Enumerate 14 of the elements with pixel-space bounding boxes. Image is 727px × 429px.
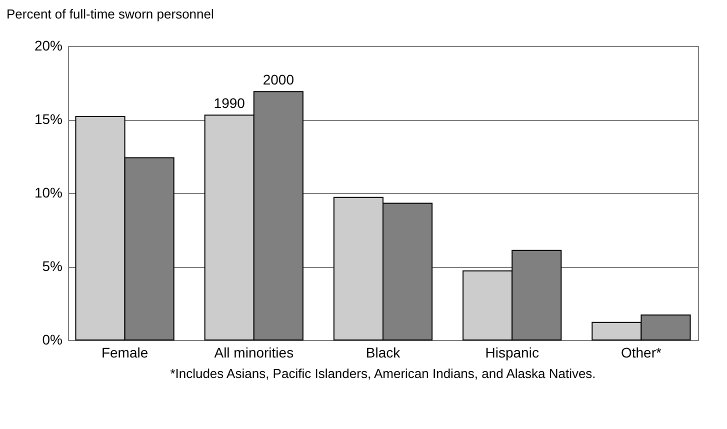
y-tick-label: 0% — [42, 332, 62, 348]
series-label: 2000 — [262, 72, 294, 88]
y-tick-label: 15% — [34, 111, 62, 127]
x-tick-label: All minorities — [214, 344, 294, 360]
x-tick-label: Female — [101, 344, 148, 360]
x-tick-label: Other* — [620, 344, 662, 360]
x-tick-label: Hispanic — [485, 344, 539, 360]
series-label: 1990 — [214, 95, 246, 112]
y-tick-label: 10% — [34, 184, 62, 200]
text: *Includes Asians, Pacific Islanders, American Indians, and Alaska Natives. — [170, 366, 596, 381]
y-axis-title: Percent of full-time sworn personnel — [6, 6, 214, 22]
x-tick-label: Black — [366, 344, 402, 360]
y-tick-label: 20% — [34, 38, 62, 54]
y-tick-label: 5% — [42, 258, 62, 274]
